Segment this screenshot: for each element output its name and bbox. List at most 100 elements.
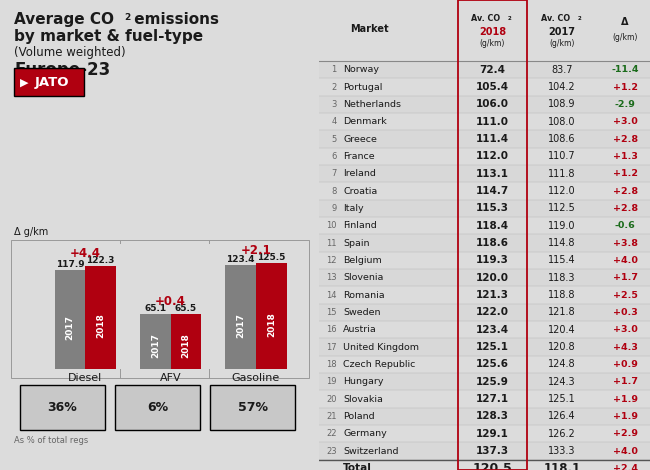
Text: JATO: JATO xyxy=(34,76,69,89)
Text: 2017: 2017 xyxy=(66,315,74,340)
Text: 108.6: 108.6 xyxy=(549,134,576,144)
Text: 2: 2 xyxy=(124,13,130,22)
Bar xyxy=(226,265,256,369)
Text: +3.0: +3.0 xyxy=(613,117,638,126)
Text: 111.8: 111.8 xyxy=(549,169,576,179)
Text: 126.4: 126.4 xyxy=(549,411,576,422)
Text: 118.6: 118.6 xyxy=(476,238,509,248)
Text: Germany: Germany xyxy=(343,429,387,438)
Text: 137.3: 137.3 xyxy=(476,446,509,456)
Text: +2.9: +2.9 xyxy=(613,429,638,438)
Text: ▶: ▶ xyxy=(20,77,29,87)
Text: 2018: 2018 xyxy=(96,313,105,338)
Bar xyxy=(318,338,650,356)
Text: 125.5: 125.5 xyxy=(257,253,285,262)
Bar xyxy=(140,314,170,369)
Text: Czech Republic: Czech Republic xyxy=(343,360,416,369)
Text: Hungary: Hungary xyxy=(343,377,384,386)
Text: 118.8: 118.8 xyxy=(549,290,576,300)
Text: 2018: 2018 xyxy=(267,312,276,337)
Text: 108.9: 108.9 xyxy=(549,100,576,110)
Text: 117.9: 117.9 xyxy=(56,260,84,269)
Text: Poland: Poland xyxy=(343,412,375,421)
Text: +2.4: +2.4 xyxy=(613,464,638,470)
Text: 115.4: 115.4 xyxy=(549,255,576,266)
Text: 126.2: 126.2 xyxy=(549,429,576,439)
Text: 2017: 2017 xyxy=(236,313,245,338)
Text: 133.3: 133.3 xyxy=(549,446,576,456)
Text: 124.3: 124.3 xyxy=(549,377,576,387)
Text: +2.8: +2.8 xyxy=(612,204,638,213)
Bar xyxy=(318,130,650,148)
Text: 125.6: 125.6 xyxy=(476,360,509,369)
Text: +1.2: +1.2 xyxy=(613,169,638,178)
Text: 3: 3 xyxy=(332,100,337,109)
Text: 105.4: 105.4 xyxy=(476,82,509,92)
Text: +2.8: +2.8 xyxy=(612,187,638,196)
Text: 129.1: 129.1 xyxy=(476,429,509,439)
Text: 120.8: 120.8 xyxy=(549,342,576,352)
Text: 18: 18 xyxy=(326,360,337,369)
Text: 120.5: 120.5 xyxy=(473,462,512,470)
Text: 16: 16 xyxy=(326,325,337,334)
Text: +0.9: +0.9 xyxy=(613,360,638,369)
Text: -11.4: -11.4 xyxy=(612,65,639,74)
Text: Av. CO: Av. CO xyxy=(471,14,500,23)
FancyBboxPatch shape xyxy=(20,385,105,430)
Text: 125.1: 125.1 xyxy=(549,394,576,404)
Text: +4.3: +4.3 xyxy=(613,343,638,352)
Text: 1: 1 xyxy=(332,65,337,74)
Text: 22: 22 xyxy=(326,429,337,438)
Bar xyxy=(256,263,287,369)
Text: Switzerland: Switzerland xyxy=(343,446,399,455)
Bar xyxy=(318,235,650,252)
Text: 118.4: 118.4 xyxy=(476,221,509,231)
Text: emissions: emissions xyxy=(129,12,219,27)
Text: 83.7: 83.7 xyxy=(551,65,573,75)
Text: Europe-23: Europe-23 xyxy=(14,61,111,79)
Text: 122.0: 122.0 xyxy=(476,307,509,317)
Text: 10: 10 xyxy=(326,221,337,230)
Text: 111.0: 111.0 xyxy=(476,117,509,127)
Text: Slovakia: Slovakia xyxy=(343,394,383,404)
Text: +1.7: +1.7 xyxy=(613,273,638,282)
Text: Spain: Spain xyxy=(343,239,370,248)
Text: Romania: Romania xyxy=(343,290,385,299)
Text: 4: 4 xyxy=(332,117,337,126)
Text: 8: 8 xyxy=(332,187,337,196)
Text: by market & fuel-type: by market & fuel-type xyxy=(14,29,203,44)
Text: 15: 15 xyxy=(326,308,337,317)
Text: Finland: Finland xyxy=(343,221,377,230)
Text: 7: 7 xyxy=(332,169,337,178)
Text: 2017: 2017 xyxy=(151,333,160,359)
Text: Belgium: Belgium xyxy=(343,256,382,265)
Text: 2: 2 xyxy=(332,83,337,92)
Text: 115.3: 115.3 xyxy=(476,204,509,213)
Text: 13: 13 xyxy=(326,273,337,282)
Text: +3.0: +3.0 xyxy=(613,325,638,334)
Text: Average CO: Average CO xyxy=(14,12,114,27)
Text: 6%: 6% xyxy=(147,401,168,414)
Text: 125.9: 125.9 xyxy=(476,377,509,387)
Text: Norway: Norway xyxy=(343,65,380,74)
Text: Greece: Greece xyxy=(343,134,377,144)
Text: 6: 6 xyxy=(332,152,337,161)
Text: 21: 21 xyxy=(326,412,337,421)
Text: 5: 5 xyxy=(332,134,337,144)
Text: 112.0: 112.0 xyxy=(549,186,576,196)
Text: +2.5: +2.5 xyxy=(613,290,638,299)
Text: 114.8: 114.8 xyxy=(549,238,576,248)
Text: 2018: 2018 xyxy=(181,333,190,358)
Text: 123.4: 123.4 xyxy=(476,325,509,335)
Bar xyxy=(318,96,650,113)
Text: 19: 19 xyxy=(326,377,337,386)
Text: +2.8: +2.8 xyxy=(612,134,638,144)
Text: 12: 12 xyxy=(326,256,337,265)
Text: 118.3: 118.3 xyxy=(549,273,576,283)
Text: 104.2: 104.2 xyxy=(549,82,576,92)
Text: (g/km): (g/km) xyxy=(612,33,638,42)
Bar xyxy=(318,61,650,78)
Text: 128.3: 128.3 xyxy=(476,411,509,422)
Text: Ireland: Ireland xyxy=(343,169,376,178)
Text: 121.3: 121.3 xyxy=(476,290,509,300)
